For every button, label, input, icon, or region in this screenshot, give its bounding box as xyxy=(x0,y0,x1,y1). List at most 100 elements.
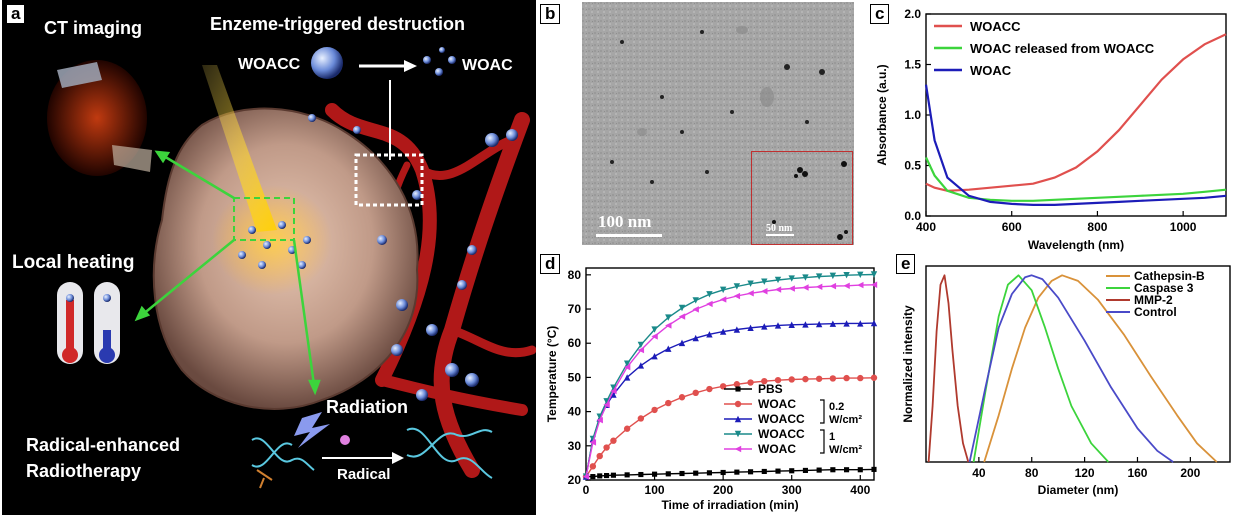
data-point xyxy=(870,281,878,288)
x-tick-label: 40 xyxy=(972,466,986,480)
data-point xyxy=(678,313,686,320)
tem-inset: 50 nm xyxy=(751,151,853,245)
data-point xyxy=(747,324,754,332)
data-point xyxy=(719,296,727,303)
y-tick-label: 50 xyxy=(568,370,582,384)
chart-c-absorbance: 0.0 0.5 1.0 1.5 2.0 400 600 800 1000 Wavelength (… xyxy=(875,7,1227,252)
y-axis-label: Normalized intensity xyxy=(901,305,915,423)
y-tick-label: 30 xyxy=(568,439,582,453)
x-tick-label: 400 xyxy=(916,220,936,234)
data-point xyxy=(857,374,864,382)
data-point xyxy=(623,425,631,432)
y-tick-label: 1.5 xyxy=(904,58,921,72)
data-point xyxy=(802,375,809,383)
data-point xyxy=(871,466,877,472)
data-point xyxy=(610,472,616,478)
data-point xyxy=(623,360,631,367)
plot-frame xyxy=(925,265,1231,463)
data-point xyxy=(774,322,782,329)
woacc-label: WOACC xyxy=(238,56,301,73)
data-point xyxy=(603,401,610,408)
data-point xyxy=(761,278,768,285)
series-line-2 xyxy=(924,84,1227,206)
series-line-0 xyxy=(925,33,1227,192)
data-point xyxy=(857,467,863,473)
data-point xyxy=(829,375,837,382)
tumor-illustration xyxy=(47,47,536,489)
data-point xyxy=(733,381,741,388)
x-axis-label: Time of irradiation (min) xyxy=(661,498,798,512)
thermometer-cold-icon xyxy=(94,282,120,364)
woac-label: WOAC xyxy=(462,57,513,74)
green-arrows xyxy=(134,150,321,396)
data-point xyxy=(610,384,617,391)
radical-dot xyxy=(340,435,350,445)
data-point xyxy=(802,467,808,473)
data-point xyxy=(679,470,685,477)
data-point xyxy=(843,271,850,279)
inset-texture xyxy=(752,152,852,244)
legend-label-4: WOAC xyxy=(758,442,796,456)
data-point xyxy=(603,398,610,405)
data-point xyxy=(665,322,672,329)
ct-imaging-label: CT imaging xyxy=(44,18,142,38)
data-point xyxy=(747,290,754,297)
legend-label-0: WOACC xyxy=(970,19,1021,34)
data-point xyxy=(719,286,727,294)
data-point xyxy=(693,470,699,476)
data-point xyxy=(706,331,713,338)
data-point xyxy=(692,297,699,304)
series-line-0 xyxy=(983,274,1218,463)
legend-label-0: Cathepsin-B xyxy=(1134,269,1205,283)
data-point xyxy=(829,320,837,327)
x-tick-label: 300 xyxy=(782,483,802,497)
local-heating-label: Local heating xyxy=(12,252,135,273)
y-tick-label: 60 xyxy=(568,336,582,350)
data-point xyxy=(706,385,713,393)
plot-frame xyxy=(585,267,875,481)
bracket-power-0: 0.2 xyxy=(829,401,844,413)
data-point xyxy=(789,468,795,474)
data-point xyxy=(816,467,822,473)
legend-label-2: MMP-2 xyxy=(1134,293,1173,307)
panel-label-c: c xyxy=(870,4,890,24)
scale-bar xyxy=(596,234,662,237)
legend-bracket-0 xyxy=(820,399,825,424)
legend-marker-0 xyxy=(735,386,741,392)
data-point xyxy=(652,471,658,477)
data-point xyxy=(678,394,686,401)
data-point xyxy=(844,467,850,473)
x-tick-label: 80 xyxy=(1025,466,1039,480)
panel-b-tem-image: 50 nm 100 nm xyxy=(582,2,854,245)
x-tick-label: 400 xyxy=(850,483,870,497)
data-point xyxy=(623,363,631,371)
data-point xyxy=(603,444,610,451)
legend-label-1: WOAC xyxy=(758,397,796,411)
legend-label-2: WOAC xyxy=(970,63,1012,78)
panel-label-e: e xyxy=(896,254,916,274)
data-point xyxy=(761,323,768,330)
data-point xyxy=(623,374,631,381)
data-point xyxy=(637,341,645,349)
data-point xyxy=(802,284,809,291)
series-line-2 xyxy=(927,274,970,463)
series-line-3 xyxy=(585,273,875,477)
data-point xyxy=(719,383,727,390)
data-point xyxy=(843,320,850,327)
data-point xyxy=(857,281,864,289)
dna-broken-icon xyxy=(251,437,315,489)
data-point xyxy=(802,274,809,281)
zoom-box xyxy=(354,153,424,207)
data-point xyxy=(870,374,878,381)
data-point xyxy=(596,416,603,424)
data-point xyxy=(815,273,823,280)
data-point xyxy=(637,346,645,354)
panel-a-schematic: a CT imaging Enzeme-triggered destructio… xyxy=(2,0,536,515)
data-point xyxy=(830,467,836,473)
x-tick-label: 200 xyxy=(1180,466,1200,480)
dna-intact-icon xyxy=(406,427,493,479)
panel-label-d: d xyxy=(540,254,561,274)
y-tick-label: 20 xyxy=(568,473,582,487)
x-tick-label: 1000 xyxy=(1170,220,1197,234)
data-point xyxy=(706,470,712,476)
